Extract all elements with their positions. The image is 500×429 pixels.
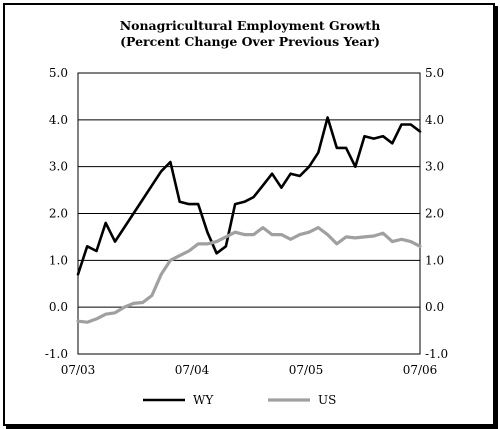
chart-subtitle: (Percent Change Over Previous Year) [120, 34, 380, 49]
y-tick-label-left: 0.0 [49, 300, 68, 314]
y-tick-label-right: 1.0 [425, 253, 444, 267]
y-tick-label-left: 3.0 [49, 160, 68, 174]
y-tick-label-left: 5.0 [49, 66, 68, 80]
y-tick-label-right: 5.0 [425, 66, 444, 80]
series-line-wy [76, 116, 422, 276]
x-tick-label: 07/05 [289, 363, 324, 377]
x-tick-label: 07/04 [175, 363, 210, 377]
y-tick-label-left: 2.0 [49, 207, 68, 221]
y-tick-label-right: 3.0 [425, 160, 444, 174]
x-tick-label: 07/06 [403, 363, 438, 377]
y-tick-label-right: -1.0 [425, 347, 448, 361]
y-tick-label-left: 4.0 [49, 113, 68, 127]
y-tick-label-right: 0.0 [425, 300, 444, 314]
y-tick-label-left: -1.0 [45, 347, 68, 361]
y-tick-label-right: 4.0 [425, 113, 444, 127]
legend-label-wy: WY [193, 393, 214, 407]
chart-title: Nonagricultural Employment Growth [120, 18, 381, 33]
y-tick-label-right: 2.0 [425, 207, 444, 221]
y-tick-label-left: 1.0 [49, 253, 68, 267]
legend-label-us: US [318, 393, 336, 407]
series-line-us [76, 226, 422, 324]
x-tick-label: 07/03 [61, 363, 96, 377]
